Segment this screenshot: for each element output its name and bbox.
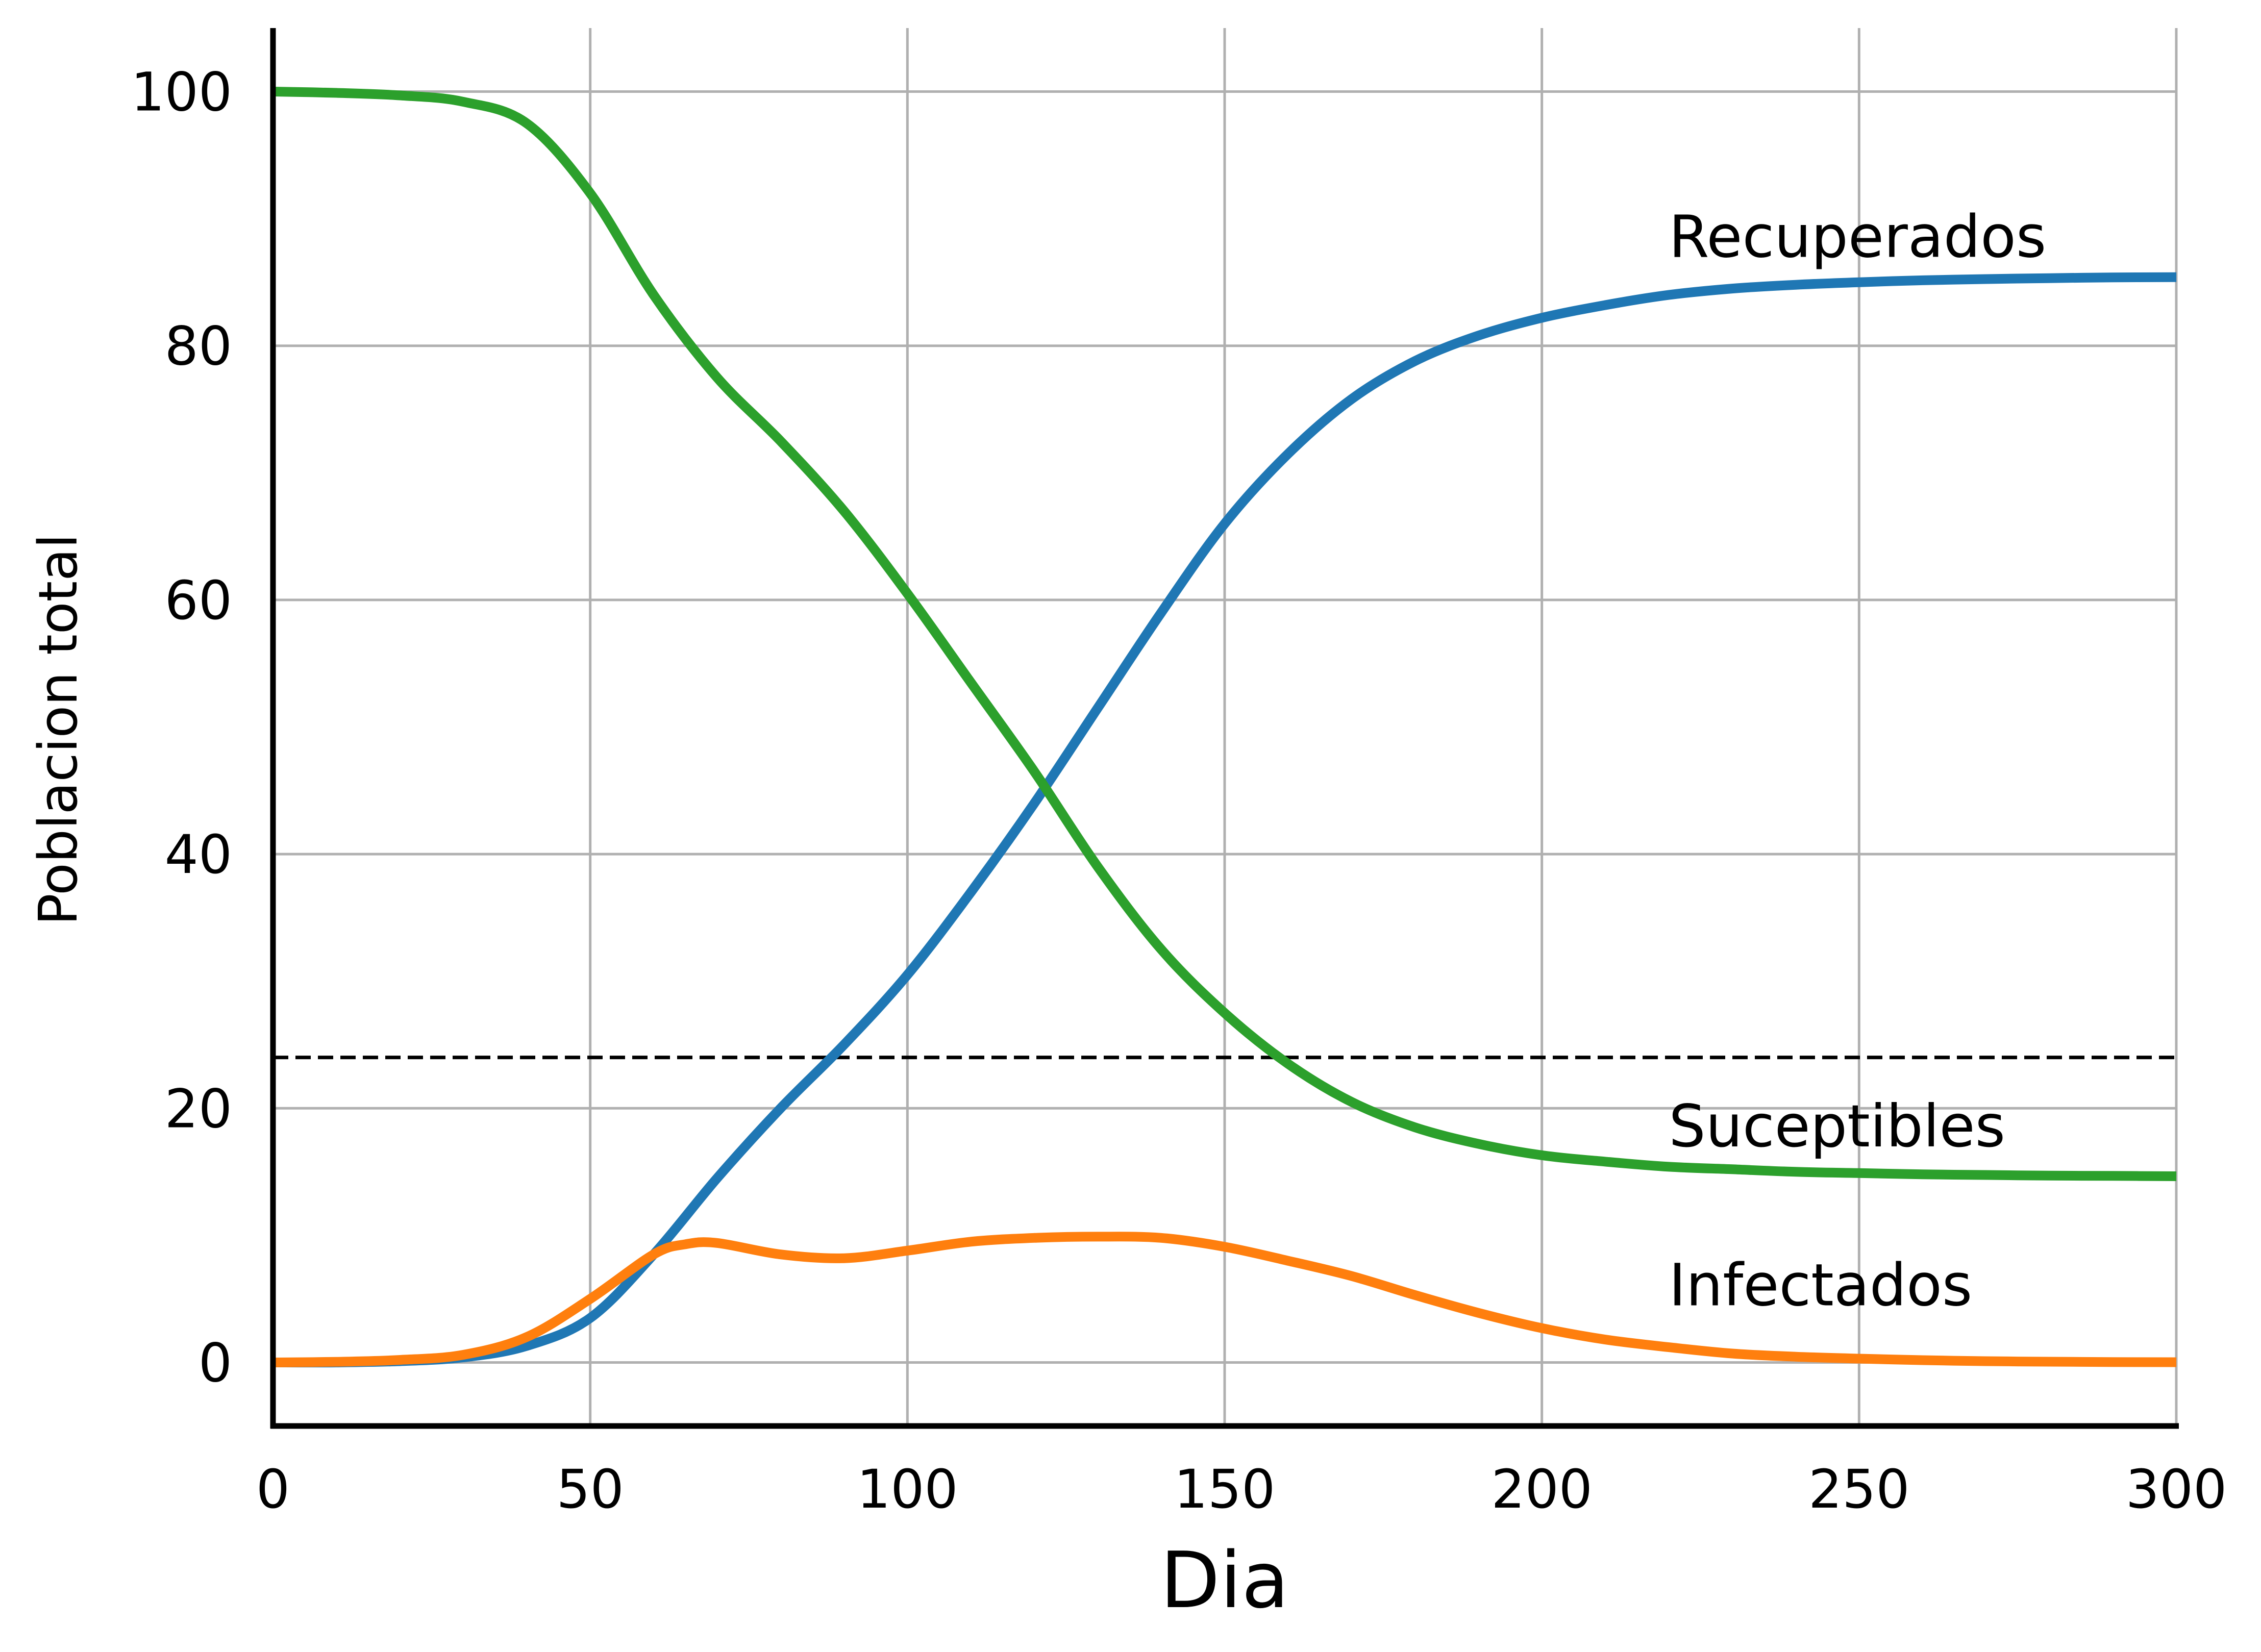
axes <box>270 28 2179 1429</box>
x-tick-label-50: 50 <box>556 1458 624 1520</box>
y-tick-label-80: 80 <box>165 315 232 378</box>
x-tick-label-250: 250 <box>1808 1458 1910 1520</box>
series-line-suceptibles <box>272 87 2177 1181</box>
y-tick-label-60: 60 <box>165 569 232 632</box>
series-lines <box>272 87 2177 1368</box>
x-tick-label-100: 100 <box>857 1458 958 1520</box>
series-line-infectados <box>272 1232 2177 1367</box>
series-label-infectados: Infectados <box>1669 1251 1972 1319</box>
x-tick-label-300: 300 <box>2126 1458 2227 1520</box>
grid-lines <box>271 28 2178 1426</box>
series-label-recuperados: Recuperados <box>1669 203 2046 270</box>
y-tick-label-100: 100 <box>131 61 232 123</box>
x-tick-label-200: 200 <box>1491 1458 1593 1520</box>
series-line-recuperados <box>272 272 2177 1368</box>
y-tick-labels: 0 20 40 60 80 100 <box>131 61 232 1394</box>
y-tick-label-40: 40 <box>165 823 232 886</box>
series-label-suceptibles: Suceptibles <box>1669 1092 2005 1160</box>
y-axis-title: Poblacion total <box>27 534 89 925</box>
x-tick-label-150: 150 <box>1174 1458 1276 1520</box>
y-tick-label-0: 0 <box>198 1332 232 1394</box>
x-tick-labels: 0 50 100 150 200 250 300 <box>256 1458 2227 1520</box>
x-axis-title: Dia <box>1160 1535 1289 1625</box>
x-tick-label-0: 0 <box>256 1458 290 1520</box>
series-labels: Recuperados Suceptibles Infectados <box>1669 203 2046 1319</box>
y-tick-label-20: 20 <box>165 1078 232 1140</box>
